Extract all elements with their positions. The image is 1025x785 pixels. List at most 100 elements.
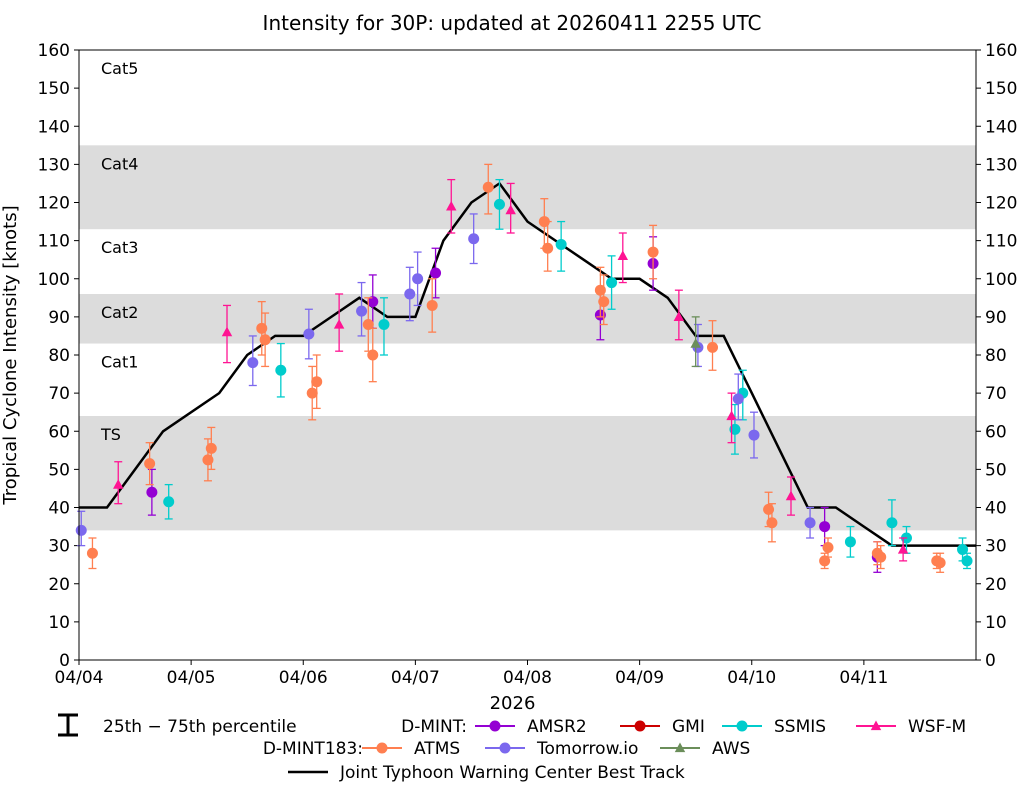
- y-tick-label-right: 10: [985, 613, 1007, 633]
- legend-group-dmint183: D-MINT183:: [263, 739, 363, 759]
- atms-point: [707, 341, 719, 353]
- y-tick-label-right: 120: [985, 194, 1017, 214]
- y-tick-label-right: 50: [985, 460, 1007, 480]
- legend-atms-label: ATMS: [414, 739, 460, 759]
- category-bands: TS Cat1 Cat2 Cat3 Cat4 Cat5: [79, 59, 976, 531]
- atms-point: [205, 442, 217, 454]
- atms-point: [144, 458, 156, 470]
- y-tick-label-right: 80: [985, 346, 1007, 366]
- best-track-line: [79, 181, 976, 547]
- chart-title: Intensity for 30P: updated at 20260411 2…: [263, 11, 762, 35]
- tomorrow-io-point: [412, 273, 424, 285]
- atms-point: [647, 246, 659, 258]
- legend-ssmis-label: SSMIS: [774, 717, 826, 737]
- legend-aws-marker: [674, 742, 686, 753]
- atms-point: [311, 376, 323, 388]
- y-tick-label-right: 20: [985, 575, 1007, 595]
- wsf-m-point: [673, 311, 685, 321]
- ssmis-point: [555, 238, 567, 250]
- wsf-m-point: [785, 490, 797, 501]
- legend-aws-label: AWS: [712, 739, 750, 759]
- tomorrow-io-point: [748, 429, 760, 441]
- y-tick-label-left: 110: [38, 232, 70, 252]
- aws-point: [690, 338, 701, 348]
- amsr2-point: [819, 521, 831, 533]
- y-tick-label-left: 150: [38, 79, 70, 99]
- legend-atms-marker: [376, 742, 388, 754]
- atms-point: [934, 557, 946, 569]
- atms-point: [259, 334, 271, 346]
- wsf-m-point: [221, 326, 233, 337]
- ssmis-point: [606, 277, 618, 289]
- legend-ssmis-marker: [736, 720, 748, 732]
- y-tick-label-left: 90: [48, 308, 70, 328]
- y-tick-label-left: 20: [48, 575, 70, 595]
- legend-wsf-m-marker: [870, 720, 882, 731]
- ssmis-point: [163, 496, 175, 508]
- y-tick-label-right: 0: [985, 651, 996, 671]
- x-tick-label: 04/07: [391, 668, 440, 688]
- tomorrow-io-point: [356, 305, 368, 317]
- ssmis-point: [378, 319, 390, 330]
- y-tick-label-right: 30: [985, 537, 1007, 557]
- wsf-m-point: [333, 319, 345, 329]
- tomorrow-io-point: [75, 524, 87, 536]
- x-tick-label: 04/06: [279, 668, 328, 688]
- y-tick-label-left: 60: [48, 422, 70, 442]
- x-axis-label: 2026: [490, 693, 536, 714]
- chart-legend: 25th − 75th percentile D-MINT: D-MINT183: A…: [58, 713, 966, 783]
- tomorrow-io-point: [404, 288, 416, 300]
- category-label: Cat2: [101, 303, 138, 322]
- category-label: TS: [100, 425, 121, 444]
- y-tick-label-left: 30: [48, 537, 70, 557]
- ssmis-point: [886, 517, 898, 529]
- ssmis-point: [957, 543, 969, 555]
- atms-point: [819, 555, 831, 567]
- amsr2-point: [430, 267, 442, 279]
- tomorrow-io-point: [468, 233, 480, 245]
- y-tick-label-left: 80: [48, 346, 70, 366]
- x-tick-label: 04/08: [503, 668, 552, 688]
- amsr2-point: [146, 486, 158, 498]
- x-tick-label: 04/05: [167, 668, 216, 688]
- y-tick-label-right: 140: [985, 117, 1017, 137]
- y-tick-label-left: 130: [38, 155, 70, 175]
- y-tick-label-left: 10: [48, 613, 70, 633]
- category-label: Cat4: [101, 154, 138, 173]
- atms-point: [362, 319, 374, 330]
- ssmis-point: [844, 536, 856, 548]
- y-tick-label-left: 140: [38, 117, 70, 137]
- legend-wsf-m-label: WSF-M: [908, 717, 966, 737]
- x-tick-label: 04/11: [839, 668, 888, 688]
- tomorrow-io-point: [247, 357, 259, 369]
- y-tick-label-left: 50: [48, 460, 70, 480]
- atms-point: [875, 551, 887, 563]
- data-points-layer: [75, 163, 973, 573]
- legend-amsr2-label: AMSR2: [527, 717, 587, 737]
- legend-gmi-marker: [634, 720, 646, 732]
- atms-point: [542, 242, 554, 254]
- atms-point: [766, 517, 778, 529]
- y-axis-label: Tropical Cyclone Intensity [knots]: [0, 205, 21, 505]
- y-tick-label-right: 160: [985, 41, 1017, 61]
- y-tick-label-left: 160: [38, 41, 70, 61]
- y-tick-label-left: 40: [48, 499, 70, 519]
- legend-percentile-label: 25th − 75th percentile: [103, 717, 297, 737]
- amsr2-point: [367, 296, 379, 308]
- y-tick-label-right: 110: [985, 232, 1017, 252]
- y-tick-label-left: 120: [38, 194, 70, 214]
- legend-gmi-label: GMI: [672, 717, 705, 737]
- legend-group-dmint: D-MINT:: [401, 717, 467, 737]
- y-tick-label-left: 100: [38, 270, 70, 290]
- y-tick-label-right: 70: [985, 384, 1007, 404]
- y-tick-label-right: 100: [985, 270, 1017, 290]
- category-label: Cat1: [101, 353, 138, 372]
- category-label: Cat3: [101, 238, 138, 257]
- y-tick-label-right: 60: [985, 422, 1007, 442]
- category-band: [79, 294, 976, 344]
- legend-tomorrow-io-marker: [499, 742, 511, 754]
- wsf-m-point: [113, 479, 124, 489]
- wsf-m-point: [897, 543, 909, 554]
- plot-frame: [78, 49, 977, 661]
